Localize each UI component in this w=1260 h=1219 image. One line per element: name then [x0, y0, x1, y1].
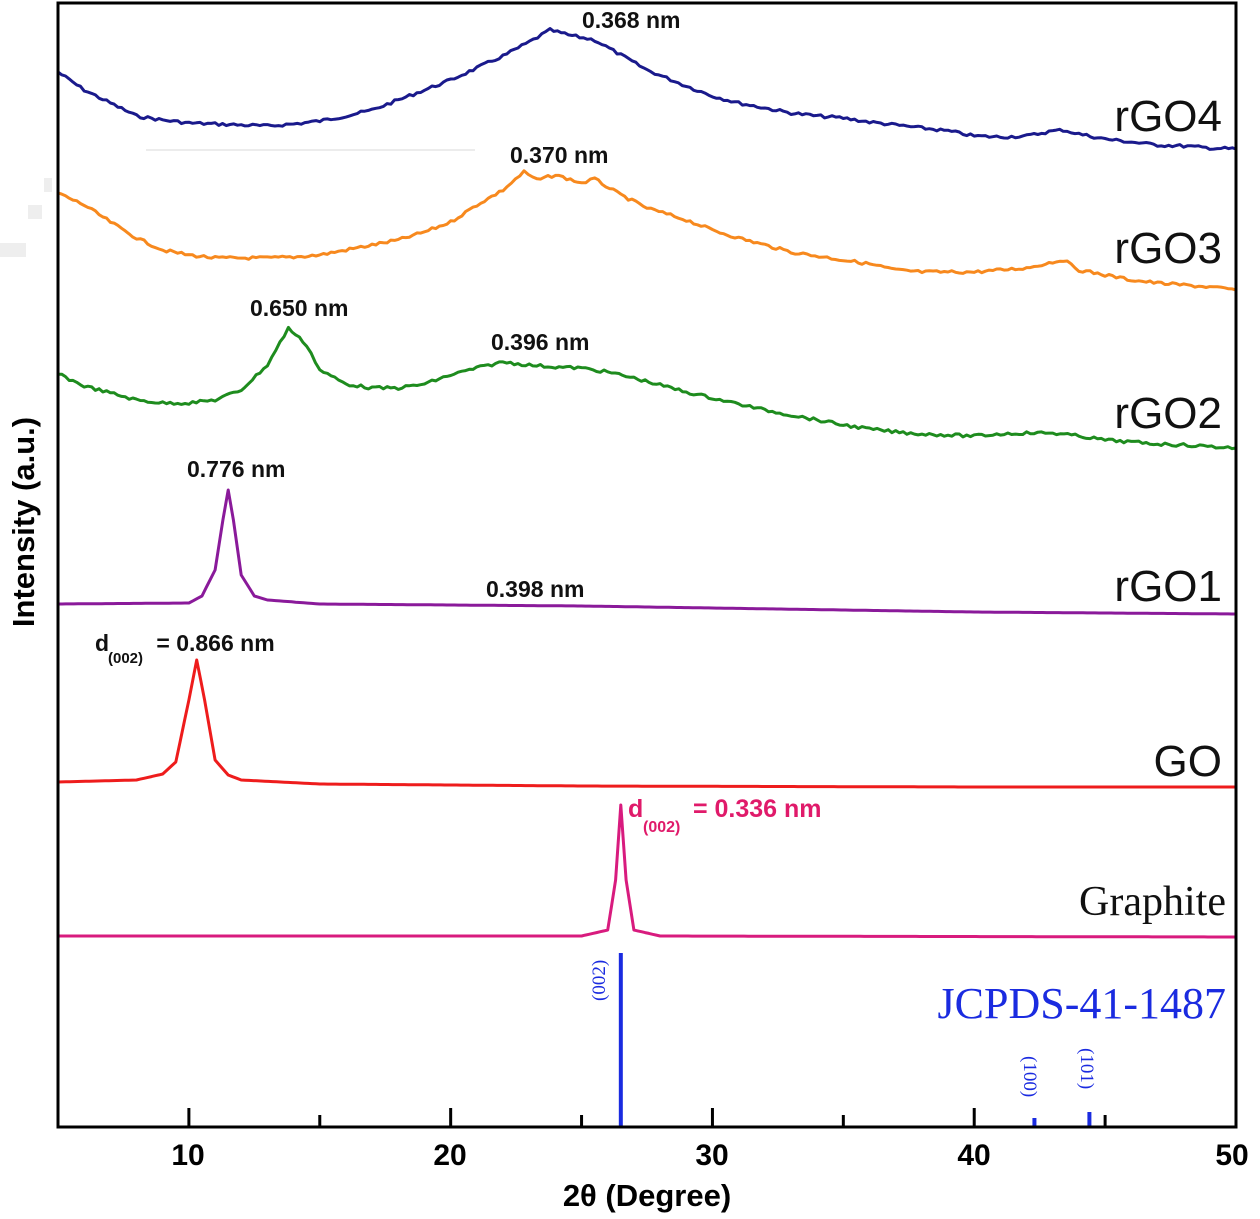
hkl-label-101: (101)	[1076, 1048, 1097, 1089]
x-ticks	[187, 1108, 1107, 1127]
annotation-go-prefix: d	[95, 630, 109, 656]
hkl-label-002: (002)	[589, 960, 610, 1001]
series-line-go	[57, 658, 1236, 789]
series-label-rgo1: rGO1	[1114, 562, 1222, 611]
annotation-rgo3: 0.370 nm	[510, 142, 608, 168]
series-label-graphite: Graphite	[1079, 879, 1226, 925]
annotation-go: d (002) = 0.866 nm	[95, 630, 275, 667]
annotation-rgo2-a: 0.650 nm	[250, 295, 348, 321]
plot-frame	[56, 1, 1238, 1129]
annotation-graphite-value: = 0.336 nm	[686, 795, 822, 823]
annotation-graphite-prefix: d	[628, 795, 643, 823]
annotation-graphite-subscript: (002)	[643, 819, 680, 836]
series-line-rgo4	[57, 27, 1237, 151]
series-label-go: GO	[1154, 737, 1222, 786]
series-group	[57, 27, 1237, 939]
annotation-rgo1-a: 0.776 nm	[187, 456, 285, 482]
annotation-graphite: d (002) = 0.336 nm	[628, 795, 822, 836]
artifact-block	[0, 243, 26, 257]
series-label-rgo2: rGO2	[1114, 389, 1222, 438]
x-tick-label: 30	[695, 1139, 728, 1172]
annotation-go-value: = 0.866 nm	[150, 630, 275, 656]
series-line-rgo3	[57, 169, 1237, 292]
x-tick-label: 50	[1215, 1139, 1248, 1172]
series-label-rgo3: rGO3	[1114, 224, 1222, 273]
reference-label: JCPDS-41-1487	[938, 979, 1227, 1028]
hkl-label-100: (100)	[1019, 1056, 1040, 1097]
series-line-rgo2	[57, 325, 1237, 451]
artifact-block	[44, 178, 52, 192]
annotation-rgo2-b: 0.396 nm	[491, 329, 589, 355]
x-tick-label: 20	[433, 1139, 466, 1172]
series-line-graphite	[58, 803, 1236, 939]
annotation-rgo1-b: 0.398 nm	[486, 576, 584, 602]
series-line-rgo1	[58, 488, 1236, 616]
y-axis-title: Intensity (a.u.)	[6, 417, 41, 627]
annotation-go-subscript: (002)	[108, 650, 143, 667]
x-tick-label: 10	[171, 1139, 204, 1172]
annotation-rgo4: 0.368 nm	[582, 7, 680, 33]
x-axis-title: 2θ (Degree)	[563, 1178, 731, 1213]
series-label-rgo4: rGO4	[1114, 92, 1222, 141]
x-tick-label: 40	[957, 1139, 990, 1172]
artifact-block	[28, 205, 42, 219]
